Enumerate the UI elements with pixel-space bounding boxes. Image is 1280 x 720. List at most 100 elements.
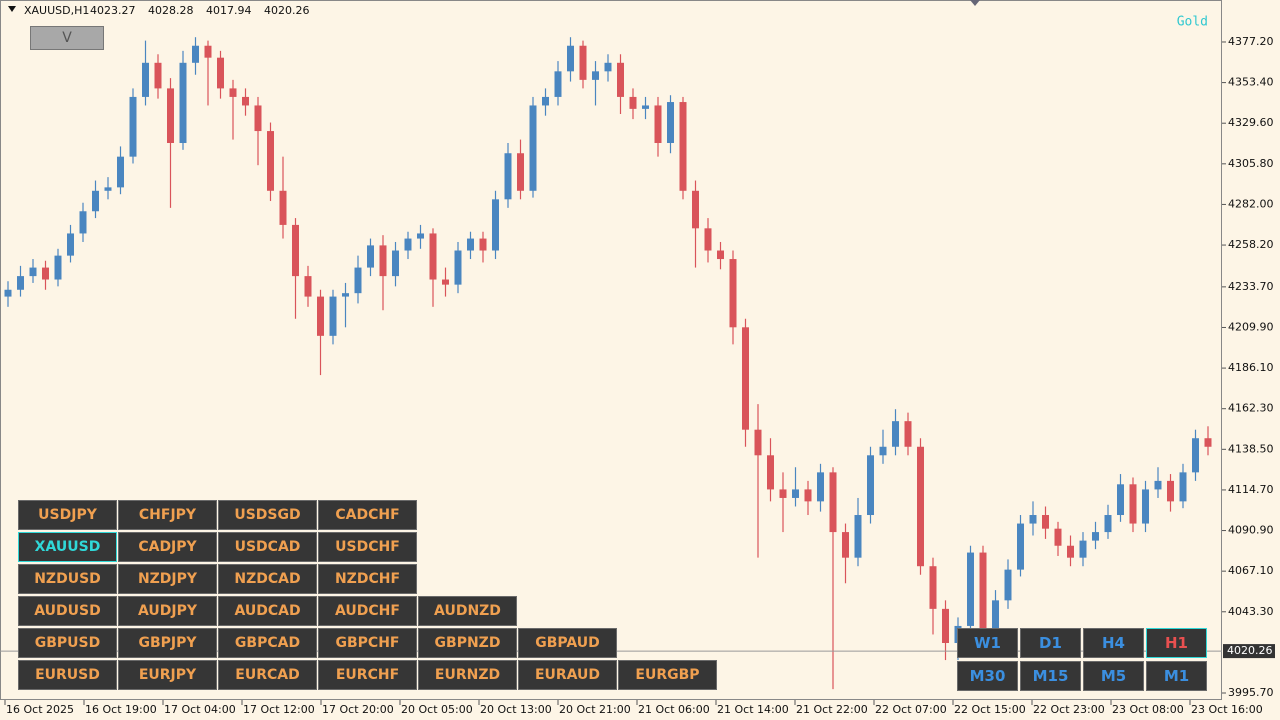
- candle-body: [592, 71, 599, 80]
- candle-body: [1179, 472, 1187, 502]
- y-tick-label: 4258.20: [1228, 238, 1274, 251]
- candle-body: [1054, 528, 1062, 546]
- candle-body: [454, 250, 462, 285]
- button[interactable]: EURCAD: [218, 660, 317, 690]
- candle-body: [329, 296, 337, 336]
- button[interactable]: GBPCAD: [218, 628, 317, 658]
- button[interactable]: GBPJPY: [118, 628, 217, 658]
- candle-body: [679, 102, 687, 191]
- x-tick-label: 23 Oct 16:00: [1191, 703, 1263, 716]
- button[interactable]: NZDJPY: [118, 564, 217, 594]
- button[interactable]: EURAUD: [518, 660, 617, 690]
- button[interactable]: EURJPY: [118, 660, 217, 690]
- candle-body: [892, 421, 899, 447]
- candle-body: [1029, 515, 1037, 524]
- button[interactable]: EURNZD: [418, 660, 517, 690]
- button[interactable]: USDCAD: [218, 532, 317, 562]
- candle-body: [579, 45, 587, 80]
- y-tick-label: 4329.60: [1228, 116, 1274, 129]
- button[interactable]: CADCHF: [318, 500, 417, 530]
- button[interactable]: USDSGD: [218, 500, 317, 530]
- candle-body: [442, 279, 449, 285]
- candle-body: [967, 552, 974, 626]
- button[interactable]: AUDUSD: [18, 596, 117, 626]
- candle-body: [17, 276, 24, 290]
- candle-body: [1017, 523, 1024, 570]
- y-tick-label: 4186.10: [1228, 361, 1274, 374]
- x-tick-label: 22 Oct 07:00: [875, 703, 947, 716]
- candle-body: [179, 62, 187, 144]
- button[interactable]: AUDCHF: [318, 596, 417, 626]
- candle-body: [829, 472, 837, 533]
- button[interactable]: AUDJPY: [118, 596, 217, 626]
- candle-body: [1004, 569, 1012, 601]
- candle-body: [379, 245, 387, 277]
- candle-body: [192, 45, 199, 63]
- button[interactable]: AUDCAD: [218, 596, 317, 626]
- candle-body: [1167, 480, 1174, 502]
- x-tick-label: 16 Oct 2025: [6, 703, 74, 716]
- button[interactable]: NZDCHF: [318, 564, 417, 594]
- button[interactable]: M15: [1020, 661, 1081, 691]
- button[interactable]: NZDUSD: [18, 564, 117, 594]
- candle-body: [1042, 515, 1049, 529]
- toggle-button[interactable]: V: [30, 26, 104, 50]
- candle-body: [567, 45, 574, 72]
- candle-body: [304, 276, 312, 297]
- button[interactable]: GBPUSD: [18, 628, 117, 658]
- button[interactable]: USDJPY: [18, 500, 117, 530]
- candle-body: [79, 211, 87, 234]
- candle-body: [529, 105, 537, 191]
- y-tick-label: 3995.70: [1228, 686, 1274, 699]
- button[interactable]: D1: [1020, 628, 1081, 658]
- candle-body: [1117, 484, 1124, 516]
- button[interactable]: GBPCHF: [318, 628, 417, 658]
- button[interactable]: EURGBP: [618, 660, 717, 690]
- button[interactable]: EURCHF: [318, 660, 417, 690]
- candle-body: [229, 88, 237, 97]
- symbol: XAUUSD,H1: [24, 4, 89, 17]
- candle-body: [154, 62, 162, 89]
- candle-body: [717, 250, 724, 260]
- button[interactable]: H1: [1146, 628, 1207, 658]
- button[interactable]: H4: [1083, 628, 1144, 658]
- button[interactable]: EURUSD: [18, 660, 117, 690]
- candle-body: [354, 267, 362, 294]
- candle-body: [67, 233, 74, 256]
- quote-value: 4020.26: [264, 4, 310, 17]
- candle-body: [654, 105, 662, 144]
- candle-body: [1154, 480, 1162, 490]
- y-tick-label: 4162.30: [1228, 402, 1274, 415]
- candle-body: [417, 233, 424, 239]
- button[interactable]: CHFJPY: [118, 500, 217, 530]
- plot-frame: [0, 0, 1222, 700]
- candle-body: [517, 153, 524, 191]
- candle-body: [504, 153, 512, 200]
- button[interactable]: M30: [957, 661, 1018, 691]
- button[interactable]: NZDCAD: [218, 564, 317, 594]
- button[interactable]: M5: [1083, 661, 1144, 691]
- button[interactable]: GBPNZD: [418, 628, 517, 658]
- candle-body: [167, 88, 174, 144]
- scroll-marker: [970, 0, 980, 6]
- menu-arrow[interactable]: [8, 6, 16, 12]
- candle-body: [242, 96, 249, 106]
- y-tick-label: 4043.30: [1228, 605, 1274, 618]
- button[interactable]: W1: [957, 628, 1018, 658]
- button[interactable]: AUDNZD: [418, 596, 517, 626]
- y-tick-label: 4353.40: [1228, 76, 1274, 89]
- button[interactable]: CADJPY: [118, 532, 217, 562]
- y-tick-label: 4282.00: [1228, 197, 1274, 210]
- candle-body: [479, 238, 487, 251]
- y-tick-label: 4377.20: [1228, 35, 1274, 48]
- button[interactable]: XAUUSD: [18, 532, 117, 562]
- x-tick-label: 22 Oct 23:00: [1033, 703, 1105, 716]
- candle-body: [779, 489, 787, 498]
- button[interactable]: M1: [1146, 661, 1207, 691]
- button[interactable]: GBPAUD: [518, 628, 617, 658]
- candle-body: [842, 532, 849, 558]
- candle-body: [917, 446, 924, 567]
- button[interactable]: USDCHF: [318, 532, 417, 562]
- candle-body: [1067, 545, 1074, 558]
